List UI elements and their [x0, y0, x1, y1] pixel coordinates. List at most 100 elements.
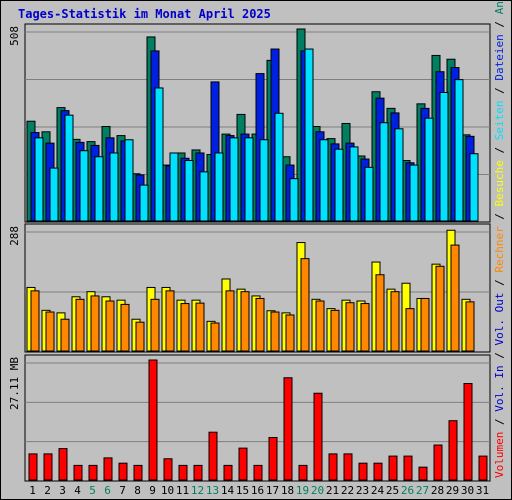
x-tick-label: 11	[176, 484, 189, 497]
x-tick-label: 31	[476, 484, 489, 497]
x-tick-label: 7	[119, 484, 126, 497]
bar-volumen-22	[343, 453, 353, 481]
bar-volumen-30	[463, 383, 473, 481]
bar-seiten-23	[364, 166, 374, 222]
bar-volumen-24	[373, 462, 383, 481]
bar-volumen-16	[253, 464, 263, 481]
legend-entry: /	[493, 81, 506, 101]
legend-entry: /	[493, 412, 506, 432]
bar-rechner-15	[240, 291, 250, 352]
bar-volumen-8	[133, 464, 143, 481]
x-tick-label: 27	[416, 484, 429, 497]
bar-seiten-20	[319, 139, 329, 222]
x-tick-label: 24	[371, 484, 385, 497]
bar-rechner-2	[45, 311, 55, 352]
x-tick-label: 22	[341, 484, 354, 497]
x-tick-label: 10	[161, 484, 174, 497]
bar-volumen-13	[208, 431, 218, 481]
bar-volumen-1	[28, 453, 38, 481]
bar-seiten-4	[79, 150, 89, 222]
bar-rechner-7	[120, 303, 130, 352]
bar-rechner-5	[90, 295, 100, 352]
bar-seiten-10	[169, 152, 179, 222]
bar-rechner-4	[75, 298, 85, 352]
bar-rechner-21	[330, 309, 340, 352]
legend-entry: Vol. Out	[493, 293, 506, 346]
legend-entry: Anfragen	[493, 0, 506, 14]
legend-entry: /	[493, 14, 506, 34]
bar-seiten-24	[379, 122, 389, 222]
bar-volumen-31	[478, 455, 488, 481]
bar-rechner-10	[165, 290, 175, 352]
bar-volumen-10	[163, 458, 173, 481]
legend-entry: Rechner	[493, 226, 506, 273]
bar-seiten-17	[274, 112, 284, 222]
bar-seiten-15	[244, 137, 254, 222]
x-tick-label: 12	[191, 484, 204, 497]
bar-seiten-19	[304, 48, 314, 222]
x-tick-label: 4	[74, 484, 81, 497]
ymax-label-top: 508	[8, 26, 21, 46]
bar-seiten-9	[154, 87, 164, 222]
bar-volumen-4	[73, 464, 83, 481]
x-tick-label: 9	[149, 484, 156, 497]
bar-rechner-17	[270, 311, 280, 352]
bar-seiten-16	[259, 139, 269, 222]
legend-entry: /	[493, 346, 506, 366]
x-tick-label: 14	[221, 484, 235, 497]
bar-rechner-16	[255, 297, 265, 352]
bar-seiten-27	[424, 117, 434, 222]
bar-volumen-27	[418, 466, 428, 481]
chart-title: Tages-Statistik im Monat April 2025	[18, 7, 271, 21]
bar-rechner-24	[375, 274, 385, 352]
bar-volumen-9	[148, 359, 158, 481]
ymax-label-middle: 288	[8, 226, 21, 246]
bar-volumen-19	[298, 464, 308, 481]
bar-volumen-15	[238, 447, 248, 481]
bar-rechner-14	[225, 290, 235, 352]
bar-seiten-22	[349, 146, 359, 222]
bar-volumen-20	[313, 392, 323, 481]
bar-rechner-26	[405, 308, 415, 352]
x-tick-label: 29	[446, 484, 459, 497]
x-tick-label: 15	[236, 484, 249, 497]
bar-rechner-19	[300, 258, 310, 352]
bar-volumen-14	[223, 464, 233, 481]
bar-seiten-12	[199, 171, 209, 222]
x-tick-label: 26	[401, 484, 414, 497]
bar-volumen-28	[433, 444, 443, 481]
bar-volumen-5	[88, 464, 98, 481]
bar-seiten-11	[184, 160, 194, 222]
bar-rechner-1	[30, 290, 40, 352]
bar-volumen-29	[448, 420, 458, 481]
bar-rechner-9	[150, 298, 160, 352]
bar-seiten-3	[64, 114, 74, 222]
bar-volumen-6	[103, 457, 113, 481]
x-tick-label: 20	[311, 484, 324, 497]
bar-rechner-23	[360, 303, 370, 352]
legend-entry: Dateien	[493, 34, 506, 80]
bar-volumen-2	[43, 453, 53, 481]
x-tick-label: 30	[461, 484, 474, 497]
bar-rechner-11	[180, 303, 190, 352]
series-legend-label: Volumen / Vol. In / Vol. Out / Rechner /…	[493, 0, 506, 478]
bar-seiten-28	[439, 91, 449, 222]
bar-volumen-7	[118, 462, 128, 481]
x-tick-label: 28	[431, 484, 444, 497]
bar-seiten-30	[469, 153, 479, 222]
bar-seiten-14	[229, 137, 239, 222]
bar-volumen-21	[328, 453, 338, 481]
bar-rechner-22	[345, 302, 355, 352]
bar-volumen-26	[403, 455, 413, 481]
legend-entry: /	[493, 206, 506, 226]
x-tick-label: 6	[104, 484, 111, 497]
bar-volumen-23	[358, 462, 368, 481]
bar-volumen-11	[178, 464, 188, 481]
bar-rechner-29	[450, 244, 460, 352]
bar-rechner-27	[420, 297, 430, 352]
bar-rechner-12	[195, 302, 205, 352]
bar-seiten-5	[94, 156, 104, 222]
x-tick-label: 16	[251, 484, 264, 497]
legend-entry: Volumen	[493, 432, 506, 478]
bar-volumen-18	[283, 377, 293, 481]
